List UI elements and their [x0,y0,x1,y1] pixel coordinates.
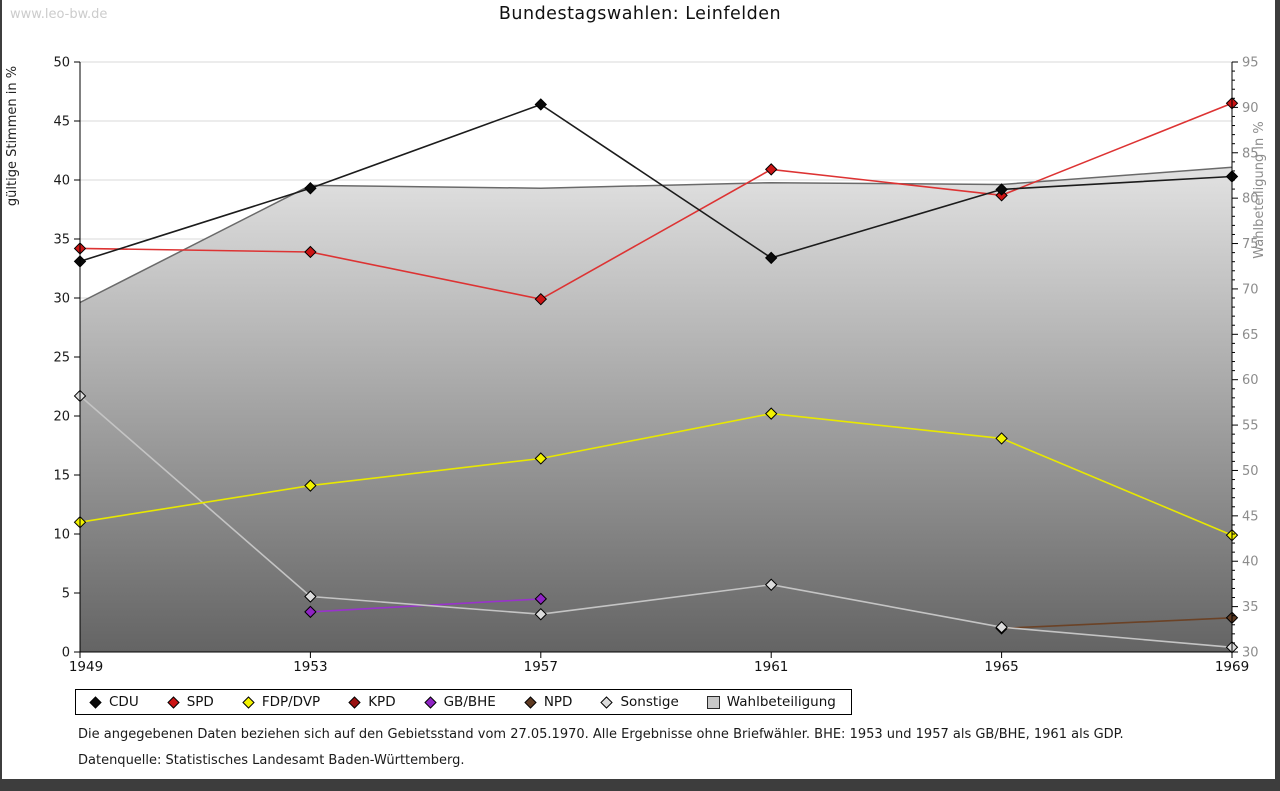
legend-label: Wahlbeteiligung [726,694,836,710]
left-axis-ticks: 0 5 10 15 20 25 30 35 40 45 50 [53,56,80,661]
legend-item-cdu: CDU [89,694,139,710]
svg-text:35: 35 [53,233,70,248]
legend-label: SPD [186,694,214,710]
turnout-line [79,166,1233,304]
legend-item-spd: SPD [166,694,214,710]
legend-item-sonstige: Sonstige [600,694,679,710]
svg-text:55: 55 [1242,419,1259,434]
legend: CDU SPD FDP/DVP KPD GB/BHE NPD Sonstige Wahlbet… [75,689,852,715]
data-point-sonstige-1961 [764,578,778,591]
data-point-fdp-dvp-1953 [304,479,317,492]
footnote-line-1: Die angegebenen Daten beziehen sich auf … [78,727,1124,742]
frame-left-edge [0,0,2,791]
legend-item-gb-bhe: GB/BHE [423,694,496,710]
turnout-area [80,167,1232,653]
svg-text:60: 60 [1242,373,1259,388]
series-diamond-icon [524,695,537,709]
series-diamond-icon [423,695,437,709]
series-diamond-icon [89,695,102,709]
x-axis-ticks: 1949 1953 1957 1961 1965 1969 [69,652,1249,675]
svg-text:30: 30 [53,292,70,307]
svg-text:50: 50 [53,56,70,71]
svg-text:30: 30 [1242,646,1259,661]
series-diamond-icon [600,695,614,709]
legend-label: FDP/DVP [261,694,321,710]
series-cdu [73,98,1239,268]
data-point-cdu-1961 [764,251,778,265]
svg-text:1961: 1961 [754,659,788,675]
data-point-fdp-dvp-1965 [995,432,1008,445]
svg-text:1957: 1957 [524,659,558,675]
data-point-sonstige-1957 [534,608,548,621]
data-point-spd-1953 [304,245,317,259]
svg-text:40: 40 [53,174,70,189]
data-point-gb-bhe-1953 [304,605,317,619]
right-axis-ticks: 30 35 40 45 50 55 60 65 70 75 80 85 90 95 [1232,56,1259,661]
series-fdp-dvp [73,407,1239,542]
legend-label: NPD [543,694,573,710]
series-diamond-icon [242,695,255,709]
legend-label: CDU [109,694,139,710]
svg-text:1953: 1953 [293,659,327,675]
data-point-fdp-dvp-1957 [534,452,548,465]
svg-text:5: 5 [62,587,70,602]
svg-text:50: 50 [1242,464,1259,479]
svg-text:80: 80 [1242,192,1259,207]
svg-text:95: 95 [1242,56,1259,71]
svg-text:15: 15 [53,469,70,484]
svg-text:65: 65 [1242,328,1259,343]
legend-item-kpd: KPD [348,694,396,710]
legend-item-npd: NPD [524,694,573,710]
svg-text:70: 70 [1242,282,1259,297]
svg-text:1965: 1965 [984,659,1018,675]
svg-text:10: 10 [53,528,70,543]
data-point-fdp-dvp-1961 [764,407,778,420]
series-diamond-icon [348,695,361,709]
legend-label: Sonstige [620,694,679,710]
svg-text:1949: 1949 [69,659,103,675]
svg-text:35: 35 [1242,600,1259,615]
data-point-gb-bhe-1957 [534,592,548,606]
left-axis-title: gültige Stimmen in % [5,66,20,206]
frame-right-edge [1275,0,1280,791]
legend-item-wahlbeteiligung: Wahlbeteiligung [706,694,836,710]
svg-text:1969: 1969 [1215,659,1249,675]
legend-item-fdp-dvp: FDP/DVP [242,694,320,710]
footnote-line-2: Datenquelle: Statistisches Landesamt Bad… [78,753,465,768]
legend-label: GB/BHE [443,694,496,710]
watermark: www.leo-bw.de [10,7,108,22]
svg-text:40: 40 [1242,555,1259,570]
svg-text:0: 0 [62,646,70,661]
data-point-sonstige-1965 [995,621,1008,634]
svg-text:45: 45 [1242,509,1259,524]
svg-text:90: 90 [1242,101,1259,116]
data-point-cdu-1953 [304,182,317,195]
svg-text:20: 20 [53,410,70,425]
svg-text:75: 75 [1242,237,1259,252]
series-sonstige [73,389,1239,654]
frame-bottom-edge [0,779,1280,791]
right-axis-title: Wahlbeteiligung in % [1252,121,1267,258]
svg-text:45: 45 [53,115,70,130]
svg-text:85: 85 [1242,146,1259,161]
turnout-square-icon [706,695,720,709]
series-spd [73,97,1239,306]
data-point-spd-1961 [764,163,778,176]
chart-title: Bundestagswahlen: Leinfelden [498,4,782,24]
legend-label: KPD [368,694,396,710]
chart-plot-area: 0 5 10 15 20 25 30 35 40 45 50 30 35 40 45 50 55 60 65 70 75… [5,56,1267,676]
data-point-cdu-1957 [534,98,548,111]
data-point-cdu-1965 [995,183,1008,196]
svg-text:25: 25 [53,351,70,366]
data-point-sonstige-1953 [304,590,317,603]
data-point-spd-1957 [534,292,548,306]
series-diamond-icon [166,695,180,709]
